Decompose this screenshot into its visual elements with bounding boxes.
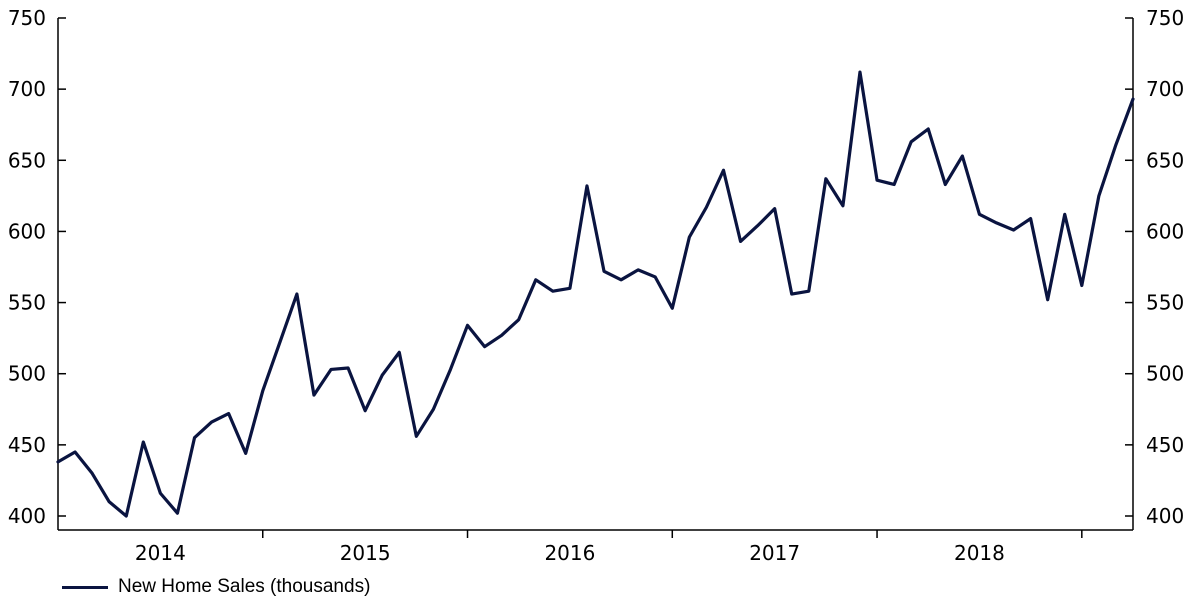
left-y-tick-label: 650 <box>8 148 46 172</box>
left-y-tick-label: 700 <box>8 77 46 101</box>
right-y-axis: 400 450 500 550 600 650 700 750 <box>1125 6 1184 530</box>
right-y-tick-label: 400 <box>1146 504 1184 528</box>
left-y-tick-label: 400 <box>8 504 46 528</box>
right-y-tick-label: 500 <box>1146 362 1184 386</box>
series-line <box>56 70 1135 518</box>
series-layer <box>56 70 1135 518</box>
legend: New Home Sales (thousands) <box>62 575 370 599</box>
left-y-tick-label: 450 <box>8 433 46 457</box>
x-axis: 2014 2015 2016 2017 2018 <box>58 529 1133 565</box>
right-y-tick-label: 450 <box>1146 433 1184 457</box>
x-tick-label: 2014 <box>135 541 186 565</box>
right-y-tick-label: 700 <box>1146 77 1184 101</box>
left-y-tick-label: 550 <box>8 291 46 315</box>
right-y-tick-label: 750 <box>1146 6 1184 30</box>
right-y-tick-label: 600 <box>1146 219 1184 243</box>
x-tick-label: 2017 <box>749 541 800 565</box>
legend-swatch <box>62 585 108 589</box>
x-tick-label: 2016 <box>544 541 595 565</box>
right-y-tick-label: 550 <box>1146 291 1184 315</box>
left-y-axis: 400 450 500 550 600 650 700 750 <box>8 6 66 530</box>
legend-label: New Home Sales (thousands) <box>118 576 371 597</box>
left-y-tick-label: 600 <box>8 219 46 243</box>
x-tick-label: 2018 <box>954 541 1005 565</box>
x-tick-label: 2015 <box>340 541 391 565</box>
left-y-tick-label: 500 <box>8 362 46 386</box>
right-y-tick-label: 650 <box>1146 148 1184 172</box>
left-y-tick-label: 750 <box>8 6 46 30</box>
